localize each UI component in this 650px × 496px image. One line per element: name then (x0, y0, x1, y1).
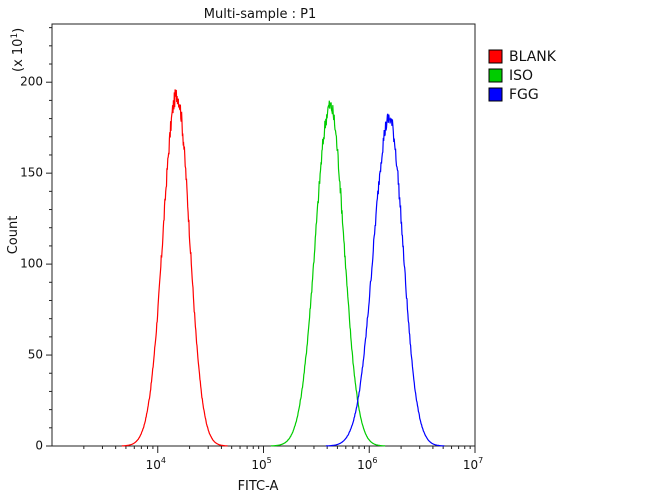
x-tick-label: 104 (146, 456, 166, 472)
legend-label-blank: BLANK (509, 49, 557, 65)
y-multiplier-label: (x 101) (10, 28, 26, 72)
y-multiplier-exp: 1 (10, 33, 20, 39)
plot-frame (51, 23, 476, 447)
y-multiplier-text: (x 10 (11, 39, 26, 72)
series-line-fgg (325, 113, 445, 447)
series-lines (121, 89, 445, 447)
y-tick-label: 100 (20, 257, 43, 271)
legend-swatch-blank (488, 49, 503, 64)
y-tick-label: 150 (20, 166, 43, 180)
chart-title: Multi-sample : P1 (204, 7, 317, 22)
legend-label-fgg: FGG (509, 87, 539, 103)
x-tick-label: 105 (251, 456, 271, 472)
legend: BLANK ISO FGG (488, 49, 557, 103)
legend-swatch-iso (488, 68, 503, 83)
svg-text:(x 101): (x 101) (10, 28, 26, 72)
y-tick-label: 200 (20, 75, 43, 89)
y-multiplier-close: ) (11, 28, 26, 33)
x-tick-label: 106 (357, 456, 377, 472)
x-tick-label: 107 (463, 456, 483, 472)
x-axis-ticks: 104 105 106 107 (83, 446, 483, 472)
legend-label-iso: ISO (509, 68, 533, 84)
legend-swatch-fgg (488, 87, 503, 102)
y-tick-label: 0 (35, 439, 43, 453)
x-axis-label: FITC-A (238, 479, 279, 494)
y-tick-label: 50 (28, 348, 43, 362)
y-axis-ticks: 0 50 100 150 200 (20, 27, 52, 453)
series-line-iso (270, 100, 386, 447)
y-axis-label: Count (6, 216, 21, 255)
series-line-blank (121, 89, 228, 447)
